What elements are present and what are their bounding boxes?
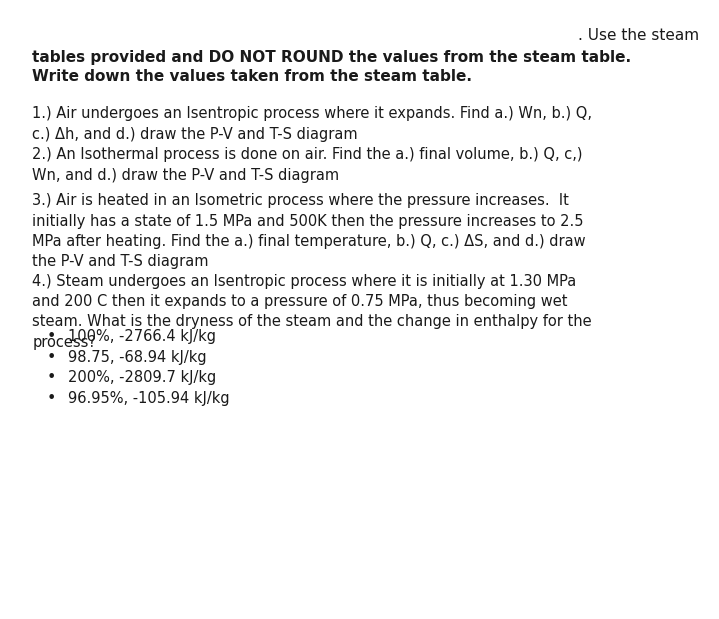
Text: 4.) Steam undergoes an Isentropic process where it is initially at 1.30 MPa
and : 4.) Steam undergoes an Isentropic proces…: [32, 274, 592, 350]
Text: 98.75, -68.94 kJ/kg: 98.75, -68.94 kJ/kg: [68, 350, 207, 365]
Text: •: •: [47, 350, 56, 365]
Text: . Use the steam: . Use the steam: [578, 28, 699, 43]
Text: •: •: [47, 370, 56, 385]
Text: 100%, -2766.4 kJ/kg: 100%, -2766.4 kJ/kg: [68, 329, 216, 344]
Text: •: •: [47, 329, 56, 344]
Text: 1.) Air undergoes an Isentropic process where it expands. Find a.) Wn, b.) Q,
c.: 1.) Air undergoes an Isentropic process …: [32, 106, 592, 142]
Text: tables provided and DO NOT ROUND the values from the steam table.: tables provided and DO NOT ROUND the val…: [32, 50, 631, 64]
Text: •: •: [47, 391, 56, 405]
Text: 200%, -2809.7 kJ/kg: 200%, -2809.7 kJ/kg: [68, 370, 216, 385]
Text: Write down the values taken from the steam table.: Write down the values taken from the ste…: [32, 69, 472, 84]
Text: 96.95%, -105.94 kJ/kg: 96.95%, -105.94 kJ/kg: [68, 391, 230, 405]
Text: 3.) Air is heated in an Isometric process where the pressure increases.  It
init: 3.) Air is heated in an Isometric proces…: [32, 193, 586, 269]
Text: 2.) An Isothermal process is done on air. Find the a.) final volume, b.) Q, c,)
: 2.) An Isothermal process is done on air…: [32, 147, 583, 183]
